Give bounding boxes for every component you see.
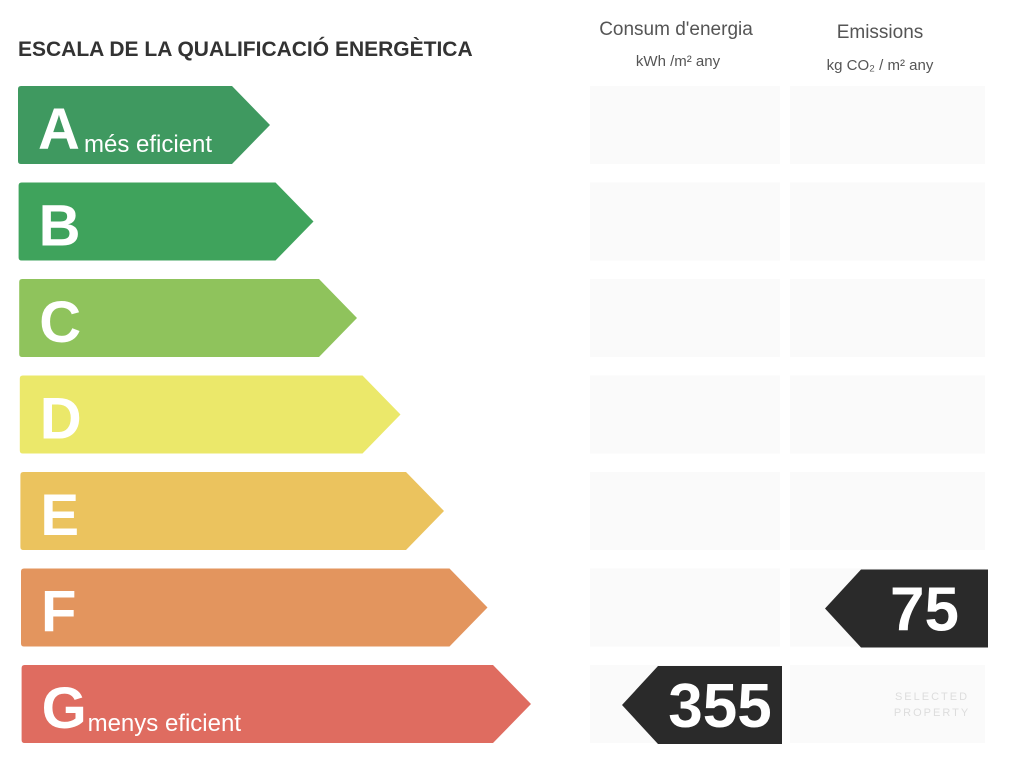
grid-cell: [590, 279, 780, 357]
column-unit: kg CO₂ / m² any: [827, 57, 934, 74]
indicator-value: 355: [668, 672, 771, 741]
column-header: Emissions: [837, 22, 924, 43]
column-unit: kWh /m² any: [636, 53, 721, 70]
grid-cell: [590, 86, 780, 164]
indicator-arrow: [825, 569, 988, 648]
rating-letter: B: [39, 194, 81, 259]
indicator-arrow: [622, 666, 782, 744]
grid-cell: [790, 279, 985, 357]
rating-letter: C: [39, 290, 81, 355]
rating-arrow: [20, 472, 445, 550]
watermark: PROPERTY: [894, 707, 970, 719]
grid-cell: [790, 182, 985, 261]
grid-cell: [790, 375, 985, 454]
rating-letter: F: [41, 580, 76, 645]
rating-letter: D: [40, 387, 82, 452]
title: ESCALA DE LA QUALIFICACIÓ ENERGÈTICA: [18, 37, 473, 61]
grid-cell: [590, 472, 780, 550]
grid-cell: [790, 472, 985, 550]
rating-arrow: [19, 375, 401, 454]
indicator-value: 75: [890, 576, 959, 645]
grid-cell: [590, 182, 780, 261]
rating-letter: G: [42, 676, 87, 741]
rating-letter: E: [40, 483, 79, 548]
grid-cell: [590, 568, 780, 647]
grid-cell: [790, 86, 985, 164]
rating-arrow: [18, 86, 270, 164]
grid-cell: [590, 375, 780, 454]
rating-arrow: [19, 279, 357, 357]
rating-arrow: [21, 568, 488, 647]
rating-arrow: [21, 665, 531, 743]
rating-letter: A: [38, 97, 80, 162]
watermark: SELECTED: [895, 691, 969, 703]
rating-label: més eficient: [84, 131, 212, 158]
rating-arrow: [18, 182, 314, 261]
column-header: Consum d'energia: [599, 19, 753, 40]
rating-label: menys eficient: [88, 710, 242, 737]
grid-cell: [790, 665, 985, 743]
